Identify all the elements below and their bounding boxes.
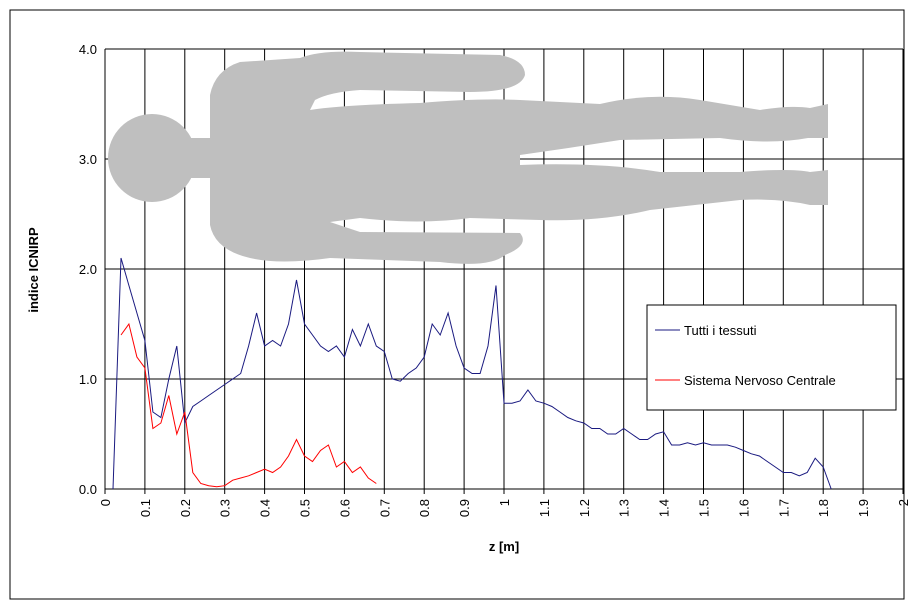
x-tick-label: 0.7 xyxy=(377,499,392,517)
x-tick-label: 1.3 xyxy=(617,499,632,517)
x-tick-label: 1.4 xyxy=(657,499,672,517)
body-silhouette xyxy=(108,51,828,264)
x-tick-label: 0.9 xyxy=(457,499,472,517)
x-tick-label: 0.2 xyxy=(178,499,193,517)
legend-label: Sistema Nervoso Centrale xyxy=(684,373,836,388)
x-tick-label: 1.1 xyxy=(537,499,552,517)
legend xyxy=(646,304,897,411)
x-tick-label: 1.8 xyxy=(816,499,831,517)
data-line xyxy=(120,322,377,488)
x-tick-label: 1.5 xyxy=(697,499,712,517)
x-tick-label: 1.7 xyxy=(776,499,791,517)
x-tick-label: 0.4 xyxy=(258,499,273,517)
y-tick-label: 3.0 xyxy=(79,152,97,167)
x-tick-label: 0.8 xyxy=(417,499,432,517)
legend-label: Tutti i tessuti xyxy=(684,323,757,338)
x-tick-label: 1.9 xyxy=(856,499,871,517)
y-axis-label: indice ICNIRP xyxy=(26,227,41,313)
y-tick-label: 1.0 xyxy=(79,372,97,387)
x-axis-label: z [m] xyxy=(489,539,519,554)
y-tick-label: 0.0 xyxy=(79,482,97,497)
x-tick-label: 0.3 xyxy=(218,499,233,517)
y-tick-label: 4.0 xyxy=(79,42,97,57)
x-tick-label: 0.1 xyxy=(138,499,153,517)
x-tick-label: 0 xyxy=(98,499,113,506)
x-tick-label: 0.6 xyxy=(337,499,352,517)
x-tick-label: 1 xyxy=(497,499,512,506)
data-line xyxy=(112,257,832,490)
x-tick-label: 2 xyxy=(896,499,911,506)
x-tick-label: 1.2 xyxy=(577,499,592,517)
y-tick-label: 2.0 xyxy=(79,262,97,277)
x-tick-label: 0.5 xyxy=(298,499,313,517)
x-tick-label: 1.6 xyxy=(736,499,751,517)
